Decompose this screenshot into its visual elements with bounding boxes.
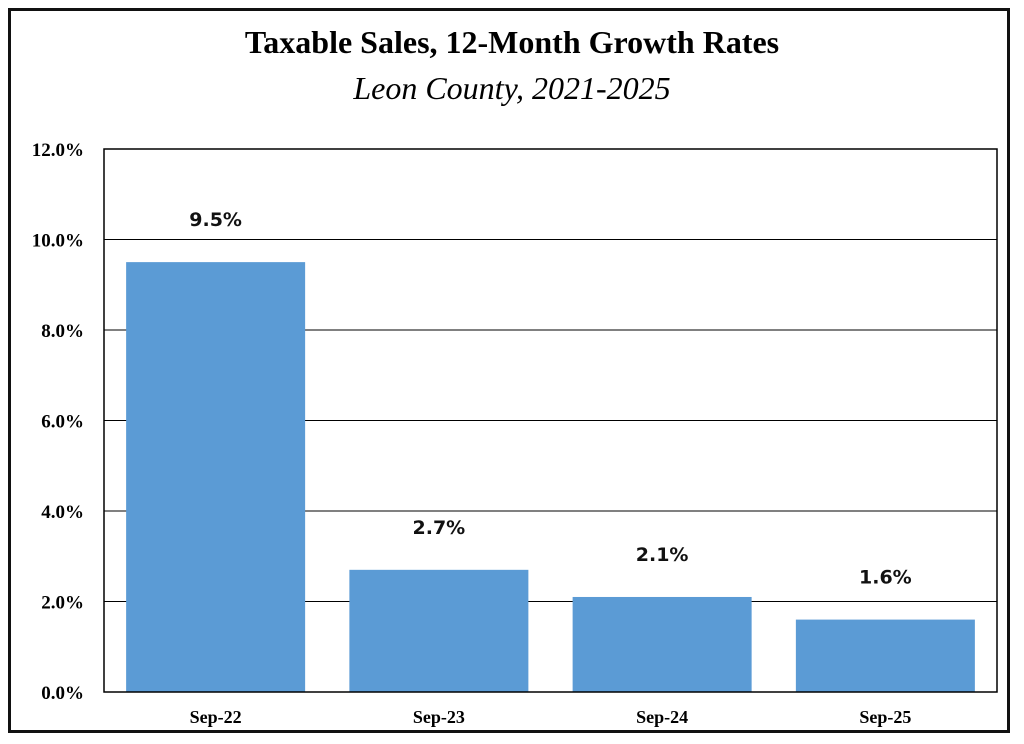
y-tick-label: 10.0% — [32, 231, 84, 252]
bar-sep-24 — [572, 596, 752, 692]
bars — [126, 262, 975, 692]
x-tick-label: Sep-22 — [190, 707, 242, 727]
y-tick-label: 4.0% — [41, 502, 84, 523]
x-tick-label: Sep-24 — [636, 707, 688, 727]
x-tick-label: Sep-23 — [413, 707, 465, 727]
y-tick-label: 8.0% — [41, 321, 84, 342]
plot-area-border — [103, 148, 998, 693]
chart-title: Taxable Sales, 12-Month Growth Rates — [244, 24, 780, 60]
data-labels: 9.5% 2.7% 2.1% 1.6% — [189, 209, 911, 588]
bar-sep-23 — [349, 569, 529, 692]
x-axis-labels: Sep-22 Sep-23 Sep-24 Sep-25 — [190, 707, 912, 727]
bar-sep-22 — [126, 262, 306, 692]
y-tick-label: 0.0% — [41, 683, 84, 704]
y-tick-label: 6.0% — [41, 412, 84, 433]
data-label: 2.7% — [413, 517, 466, 539]
data-label: 1.6% — [859, 567, 912, 589]
bar-sep-25 — [795, 619, 975, 692]
data-label: 9.5% — [189, 209, 242, 231]
x-tick-label: Sep-25 — [859, 707, 911, 727]
chart-subtitle: Leon County, 2021-2025 — [353, 70, 671, 106]
y-axis-labels: 0.0% 2.0% 4.0% 6.0% 8.0% 10.0% 12.0% — [32, 140, 84, 704]
y-tick-label: 2.0% — [41, 593, 84, 614]
y-tick-label: 12.0% — [32, 140, 84, 161]
data-label: 2.1% — [636, 544, 689, 566]
